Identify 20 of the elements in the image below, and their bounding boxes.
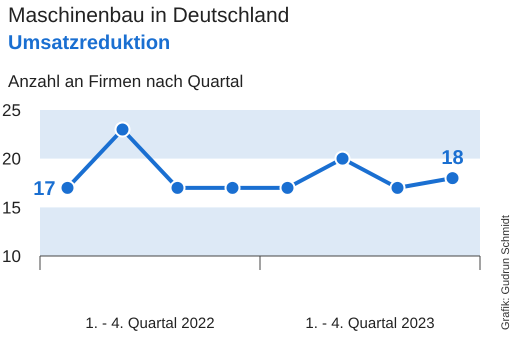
point: [60, 180, 76, 196]
text: Grafik: Gudrun Schmidt: [500, 215, 512, 330]
point: [444, 170, 460, 186]
data-label: 17: [33, 178, 56, 200]
y-tick-label: 20: [2, 150, 21, 169]
data-label: 18: [441, 147, 464, 170]
point: [390, 180, 406, 196]
y-tick-label: 15: [2, 198, 21, 218]
y-tick-label: 10: [2, 247, 21, 266]
chart-subtitle: Umsatzreduktion: [8, 32, 170, 55]
point: [170, 180, 186, 196]
y-axis-title: Anzahl an Firmen nach Quartal: [8, 72, 244, 92]
point: [334, 150, 350, 167]
point: [280, 180, 296, 196]
text: 1. - 4. Quartal 2022: [84, 315, 216, 332]
point: [114, 121, 130, 138]
chart-title: Maschinenbau in Deutschland: [8, 4, 290, 28]
y-tick-label: 25: [2, 101, 21, 120]
text: 1. - 4. Quartal 2023: [304, 315, 436, 332]
point: [224, 180, 240, 196]
